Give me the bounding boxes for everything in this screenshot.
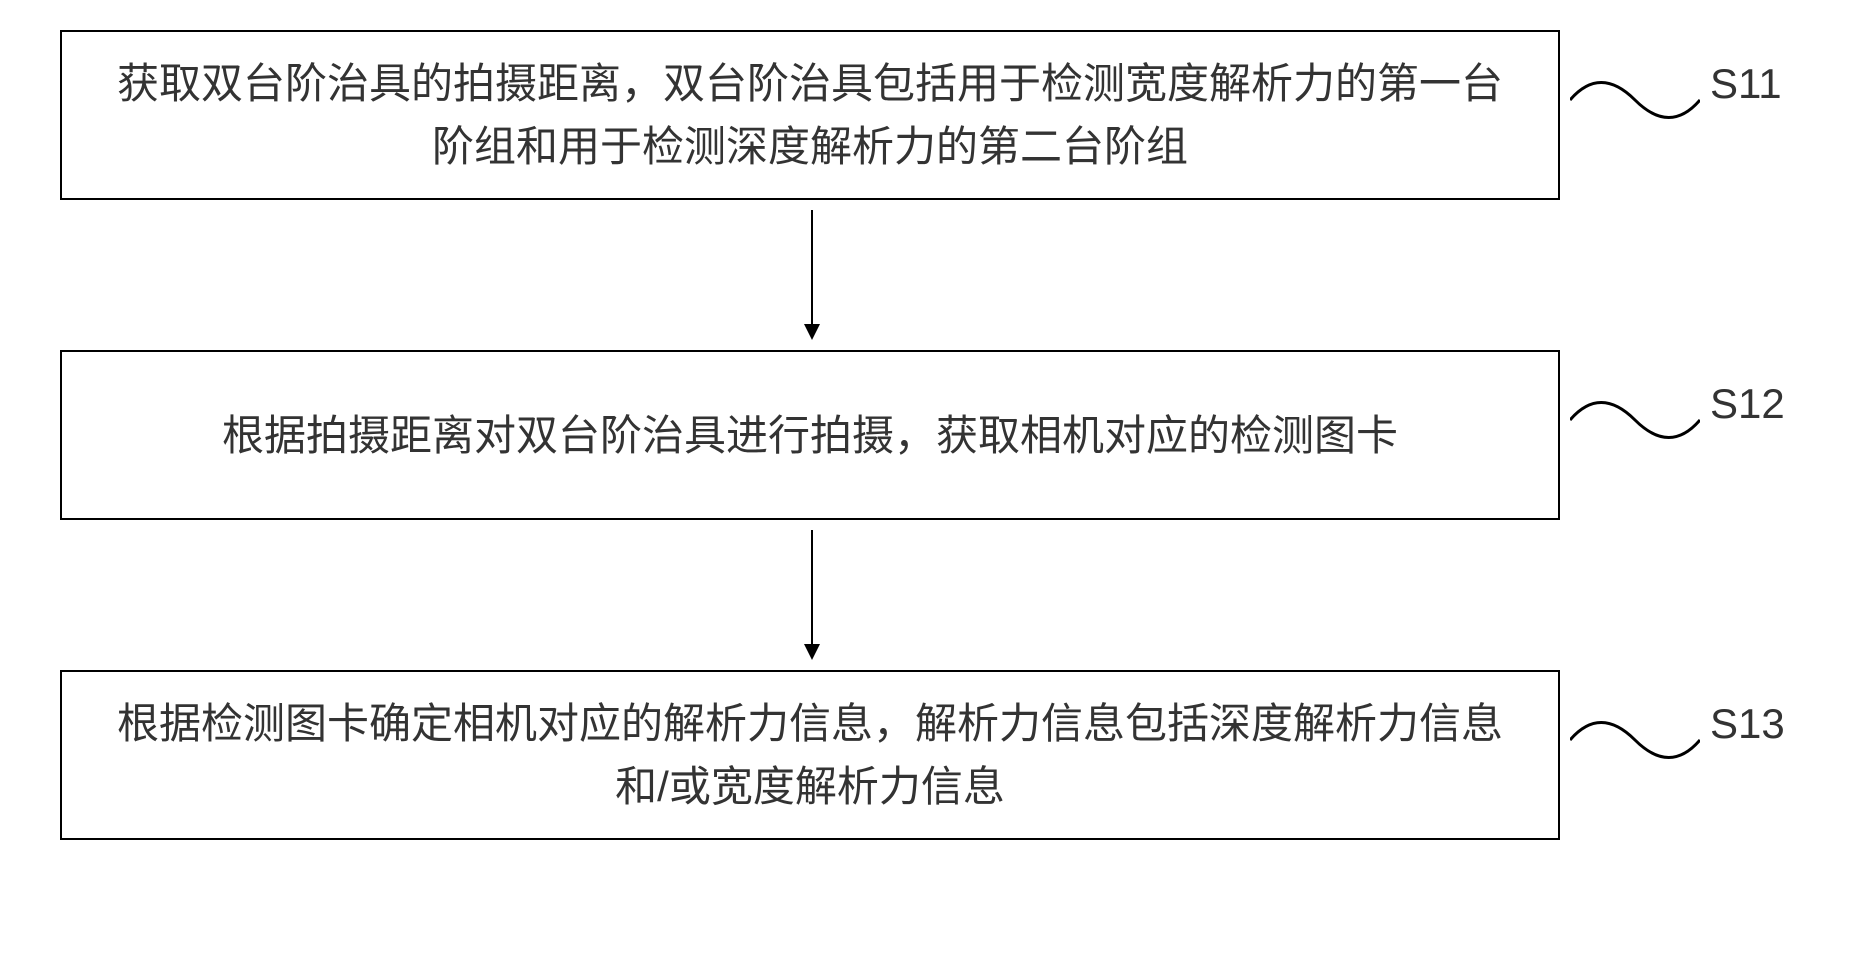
arrow-connector-1 bbox=[800, 210, 824, 340]
curve-connector-s11 bbox=[1570, 70, 1700, 130]
step-label-s12: S12 bbox=[1710, 380, 1785, 428]
step-text: 获取双台阶治具的拍摄距离，双台阶治具包括用于检测宽度解析力的第一台阶组和用于检测… bbox=[102, 52, 1518, 178]
flow-step-s12: 根据拍摄距离对双台阶治具进行拍摄，获取相机对应的检测图卡 bbox=[60, 350, 1560, 520]
curve-connector-s12 bbox=[1570, 390, 1700, 450]
flow-step-s11: 获取双台阶治具的拍摄距离，双台阶治具包括用于检测宽度解析力的第一台阶组和用于检测… bbox=[60, 30, 1560, 200]
curve-connector-s13 bbox=[1570, 710, 1700, 770]
step-text: 根据拍摄距离对双台阶治具进行拍摄，获取相机对应的检测图卡 bbox=[222, 404, 1398, 467]
flow-step-s13: 根据检测图卡确定相机对应的解析力信息，解析力信息包括深度解析力信息和/或宽度解析… bbox=[60, 670, 1560, 840]
step-text: 根据检测图卡确定相机对应的解析力信息，解析力信息包括深度解析力信息和/或宽度解析… bbox=[102, 692, 1518, 818]
arrow-connector-2 bbox=[800, 530, 824, 660]
step-label-s13: S13 bbox=[1710, 700, 1785, 748]
step-label-s11: S11 bbox=[1710, 60, 1782, 108]
